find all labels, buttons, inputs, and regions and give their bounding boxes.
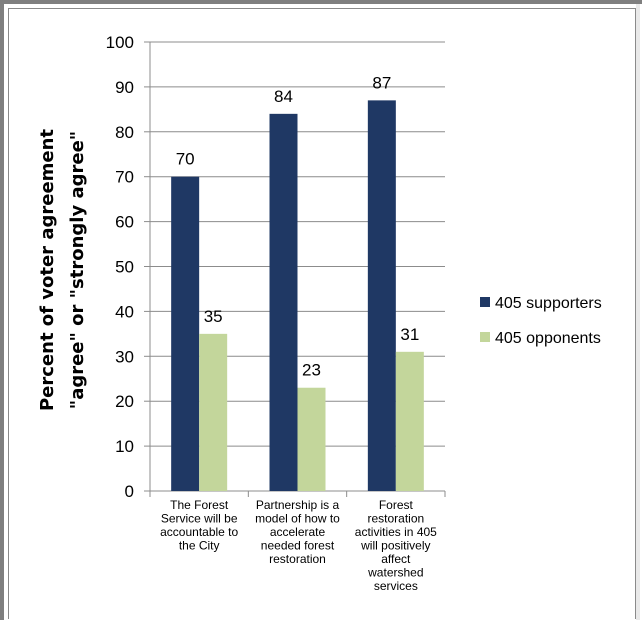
bars [171, 100, 424, 492]
category-label-line: needed forest [261, 539, 335, 553]
chart-area [8, 8, 636, 619]
y-tick-label: 40 [115, 302, 134, 321]
y-tick-label: 90 [115, 78, 134, 97]
category-label-line: Service will be [161, 512, 238, 526]
category-label-line: Partnership is a [256, 498, 340, 512]
data-label: 31 [400, 325, 419, 344]
bar-supporters [171, 176, 200, 491]
legend: 405 supporters 405 opponents [480, 295, 602, 347]
bar-supporters [269, 113, 298, 491]
y-tick-label: 80 [115, 123, 134, 142]
y-tick-label: 100 [106, 33, 134, 52]
category-label: Forest restoration activities in 405 will p… [355, 498, 437, 593]
y-tick-label: 20 [115, 392, 134, 411]
category-label-line: The Forest [170, 498, 229, 512]
legend-label: 405 opponents [495, 330, 601, 347]
data-label: 35 [204, 307, 223, 326]
y-axis-label-line: Percent of voter agreement [37, 129, 58, 411]
y-tick-label: 50 [115, 258, 134, 277]
category-label-line: activities in 405 [355, 525, 437, 539]
legend-swatch [480, 332, 490, 342]
category-label: Partnership is a model of how to accelerat… [255, 498, 340, 566]
category-label-line: accountable to [160, 525, 238, 539]
category-label-line: Forest [379, 498, 414, 512]
y-tick-label: 70 [115, 168, 134, 187]
y-axis-title: Percent of voter agreement "agree" or "st… [37, 129, 88, 411]
bar-opponents [395, 351, 424, 491]
y-tick-label: 30 [115, 347, 134, 366]
data-label: 87 [372, 73, 391, 92]
category-labels: The Forest Service will be accountable to t… [160, 498, 437, 593]
category-label-line: will positively [360, 539, 430, 553]
category-label-line: model of how to [255, 512, 340, 526]
window-frame-left [0, 0, 4, 620]
category-label-line: accelerate [270, 525, 326, 539]
y-axis-label: Percent of voter agreement "agree" or "st… [37, 129, 88, 411]
y-axis-label-line: "agree" or "strongly agree" [67, 131, 88, 409]
y-tick-label: 60 [115, 213, 134, 232]
data-label: 84 [274, 87, 293, 106]
data-label: 23 [302, 361, 321, 380]
bar-supporters [367, 100, 396, 492]
y-tick-label: 10 [115, 437, 134, 456]
bar-opponents [199, 333, 228, 491]
category-label: The Forest Service will be accountable to t… [160, 498, 238, 553]
category-label-line: the City [179, 539, 220, 553]
y-tick-label: 0 [125, 482, 134, 501]
category-label-line: restoration [367, 512, 424, 526]
data-labels: 70 35 84 23 87 31 [176, 73, 420, 379]
category-label-line: restoration [269, 552, 326, 566]
category-label-line: affect [381, 552, 411, 566]
legend-label: 405 supporters [495, 295, 602, 312]
category-label-line: watershed [367, 566, 423, 580]
window-frame-right [636, 4, 640, 620]
legend-swatch [480, 297, 490, 307]
window-frame-top [0, 0, 642, 4]
bar-opponents [297, 387, 326, 491]
data-label: 70 [176, 150, 195, 169]
category-label-line: services [374, 579, 418, 593]
